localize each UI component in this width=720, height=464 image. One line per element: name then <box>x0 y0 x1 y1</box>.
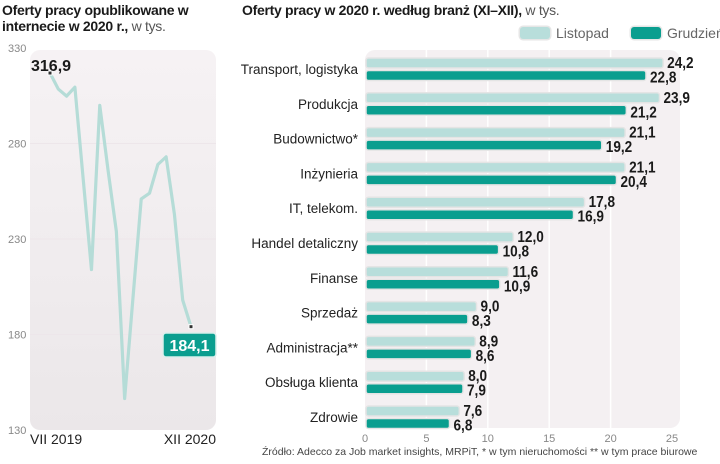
x-tick-label: 0 <box>362 433 368 445</box>
bar-grudzien <box>365 382 464 395</box>
category-label: Inżynieria <box>300 166 358 181</box>
bar-value-label: 22,8 <box>650 70 676 87</box>
bar-listopad <box>365 196 586 208</box>
bar-value-label: 8,9 <box>479 333 498 350</box>
x-tick-label: 25 <box>666 433 678 445</box>
bar-grudzien <box>365 417 451 430</box>
bar-value-label: 7,6 <box>463 403 482 420</box>
category-label: Transport, logistyka <box>241 62 359 77</box>
bar-listopad <box>365 92 661 104</box>
bar-listopad <box>365 126 626 139</box>
bar-value-label: 8,3 <box>472 313 491 330</box>
category-label: Obsługa klienta <box>265 375 359 390</box>
bar-value-label: 10,9 <box>504 278 530 295</box>
bar-value-label: 10,8 <box>503 244 529 261</box>
bar-grudzien <box>365 208 575 221</box>
last-value-label: 184,1 <box>169 338 209 355</box>
category-label: Handel detaliczny <box>251 236 358 251</box>
bar-listopad <box>365 300 478 313</box>
last-value-badge <box>162 332 217 358</box>
bar-grudzien <box>365 278 501 291</box>
bar-grudzien <box>365 243 500 256</box>
y-tick-label: 130 <box>8 425 26 437</box>
bar-value-label: 8,0 <box>468 368 487 385</box>
bar-value-label: 9,0 <box>481 299 500 316</box>
bar-grudzien <box>365 139 603 151</box>
legend-label-grudzien: Grudzień <box>666 25 720 41</box>
category-label: Budownictwo* <box>273 132 359 147</box>
x-tick-label: 20 <box>604 433 616 445</box>
bar-grudzien <box>365 348 473 360</box>
bar-value-label: 8,6 <box>476 348 495 365</box>
bar-value-label: 11,6 <box>512 264 538 281</box>
bar-value-label: 24,2 <box>667 55 693 72</box>
bar-listopad <box>365 370 465 382</box>
x-end-label: XII 2020 <box>164 431 216 447</box>
line-series <box>48 72 193 401</box>
y-tick-label: 230 <box>8 234 26 246</box>
category-label: Produkcja <box>298 97 359 112</box>
last-point-marker <box>188 324 194 330</box>
bar-grudzien <box>365 174 618 186</box>
bar-value-label: 19,2 <box>606 139 632 156</box>
bar-grudzien <box>365 313 469 325</box>
y-tick-label: 280 <box>8 139 26 151</box>
bar-value-label: 21,1 <box>629 125 655 142</box>
bar-grudzien <box>365 104 628 117</box>
legend-swatch-grudzien <box>630 27 661 39</box>
legend-label-listopad: Listopad <box>556 25 609 41</box>
bar-value-label: 6,8 <box>454 418 473 435</box>
bar-listopad <box>365 266 510 278</box>
bar-value-label: 12,0 <box>517 229 543 246</box>
category-label: Sprzedaż <box>301 306 358 321</box>
x-tick-label: 10 <box>482 433 494 445</box>
first-point-marker <box>47 70 53 76</box>
bar-listopad <box>365 161 626 174</box>
bar-chart-title: Oferty pracy w 2020 r. według branż (XI–… <box>242 2 560 18</box>
bar-value-label: 17,8 <box>589 194 615 211</box>
x-tick-label: 5 <box>423 433 429 445</box>
bar-grudzien <box>365 69 647 82</box>
y-tick-label: 330 <box>8 43 26 55</box>
bar-value-label: 16,9 <box>578 209 604 226</box>
category-label: Zdrowie <box>310 410 358 425</box>
category-label: Administracja** <box>266 340 358 355</box>
bar-listopad <box>365 335 477 348</box>
category-label: Finanse <box>310 271 358 286</box>
legend: Listopad Grudzień <box>520 25 720 41</box>
x-start-label: VII 2019 <box>30 431 82 447</box>
y-tick-label: 180 <box>8 330 26 342</box>
source-note: Źródło: Adecco za Job market insights, M… <box>262 446 698 458</box>
category-label: IT, telekom. <box>289 201 358 216</box>
line-chart-title: Oferty pracy opublikowane w internecie w… <box>2 2 189 34</box>
bar-value-label: 20,4 <box>621 174 648 191</box>
x-tick-label: 15 <box>543 433 555 445</box>
bar-value-label: 23,9 <box>663 90 689 107</box>
bar-value-label: 21,1 <box>629 159 655 176</box>
bar-listopad <box>365 231 515 243</box>
bar-listopad <box>365 57 664 69</box>
legend-swatch-listopad <box>520 27 550 39</box>
first-value-label: 316,9 <box>31 58 71 75</box>
bar-value-label: 21,2 <box>630 104 656 121</box>
bar-value-label: 7,9 <box>467 383 486 400</box>
bar-listopad <box>365 405 461 417</box>
